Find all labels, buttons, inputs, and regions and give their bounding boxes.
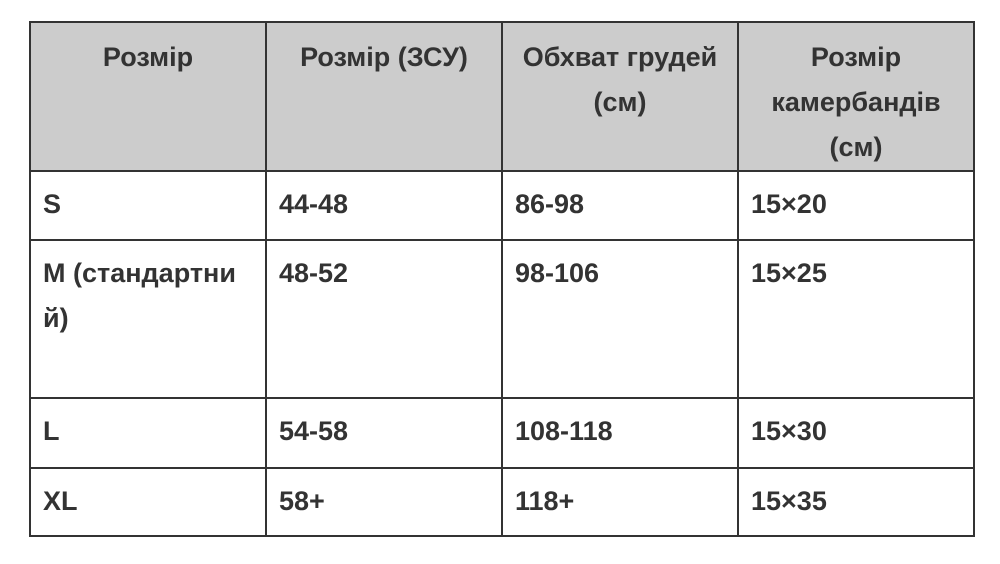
cell-size: XL — [29, 467, 267, 537]
cell-chest: 86-98 — [501, 170, 739, 241]
cell-zsu-size: 44-48 — [265, 170, 503, 241]
cell-size: M (стандартний) — [29, 239, 267, 399]
header-zsu-size: Розмір (ЗСУ) — [265, 21, 503, 172]
table-row: XL 58+ 118+ 15×35 — [29, 467, 975, 537]
cell-zsu-size: 54-58 — [265, 397, 503, 469]
table-row: S 44-48 86-98 15×20 — [29, 170, 975, 241]
header-row: Розмір Розмір (ЗСУ) Обхват грудей (см) Р… — [29, 21, 975, 172]
header-cummerbund: Розмір камербандів (см) — [737, 21, 975, 172]
cell-zsu-size: 48-52 — [265, 239, 503, 399]
cell-size: S — [29, 170, 267, 241]
cell-cummerbund: 15×20 — [737, 170, 975, 241]
cell-cummerbund: 15×30 — [737, 397, 975, 469]
header-chest: Обхват грудей (см) — [501, 21, 739, 172]
cell-chest: 118+ — [501, 467, 739, 537]
cell-cummerbund: 15×35 — [737, 467, 975, 537]
cell-chest: 98-106 — [501, 239, 739, 399]
table-row: M (стандартний) 48-52 98-106 15×25 — [29, 239, 975, 399]
table-row: L 54-58 108-118 15×30 — [29, 397, 975, 469]
size-table: Розмір Розмір (ЗСУ) Обхват грудей (см) Р… — [29, 21, 975, 537]
cell-cummerbund: 15×25 — [737, 239, 975, 399]
cell-chest: 108-118 — [501, 397, 739, 469]
cell-zsu-size: 58+ — [265, 467, 503, 537]
cell-size: L — [29, 397, 267, 469]
header-size: Розмір — [29, 21, 267, 172]
